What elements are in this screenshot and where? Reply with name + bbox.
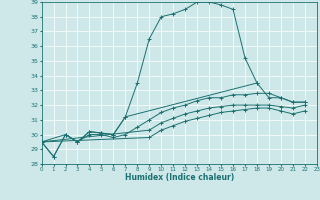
X-axis label: Humidex (Indice chaleur): Humidex (Indice chaleur): [124, 173, 234, 182]
